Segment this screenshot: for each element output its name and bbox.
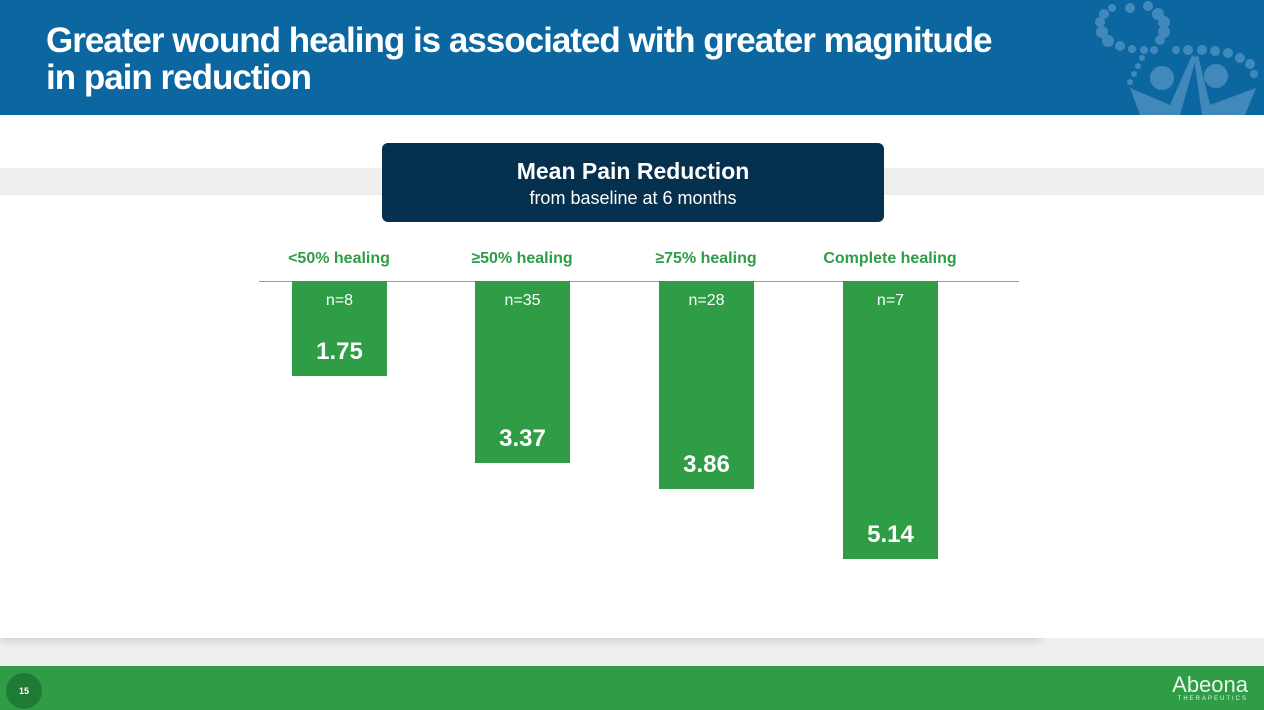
company-logo-icon xyxy=(1095,1,1258,115)
category-label: ≥50% healing xyxy=(471,250,573,267)
n-label: n=28 xyxy=(688,292,725,309)
n-label: n=7 xyxy=(876,292,905,309)
value-label: 3.37 xyxy=(499,424,546,452)
header-bar: Greater wound healing is associated with… xyxy=(0,0,1264,115)
brand-logo: Abeona THERAPEUTICS xyxy=(1172,672,1248,703)
chart-subtitle: from baseline at 6 months xyxy=(529,188,737,208)
footer-bar xyxy=(0,666,1264,710)
n-label: n=8 xyxy=(325,292,354,309)
brand-sub: THERAPEUTICS xyxy=(1177,696,1248,702)
bar xyxy=(843,281,938,559)
chart-title: Mean Pain Reduction xyxy=(516,158,750,184)
value-label: 5.14 xyxy=(867,520,914,548)
baseline-axis xyxy=(259,281,1019,282)
chart-title-box: Mean Pain Reduction from baseline at 6 m… xyxy=(382,143,884,222)
side-panel xyxy=(1040,195,1264,638)
value-label: 3.86 xyxy=(683,451,730,479)
bar xyxy=(475,281,570,463)
bar xyxy=(292,281,387,376)
brand-name: Abeona xyxy=(1172,672,1248,697)
value-label: 1.75 xyxy=(316,337,363,365)
bar xyxy=(659,281,754,490)
page-number: 15 xyxy=(6,673,42,709)
category-label: Complete healing xyxy=(823,250,957,267)
slide-title: Greater wound healing is associated with… xyxy=(46,21,993,97)
category-label: ≥75% healing xyxy=(655,250,757,267)
category-label: <50% healing xyxy=(288,250,390,267)
n-label: n=35 xyxy=(504,292,541,309)
